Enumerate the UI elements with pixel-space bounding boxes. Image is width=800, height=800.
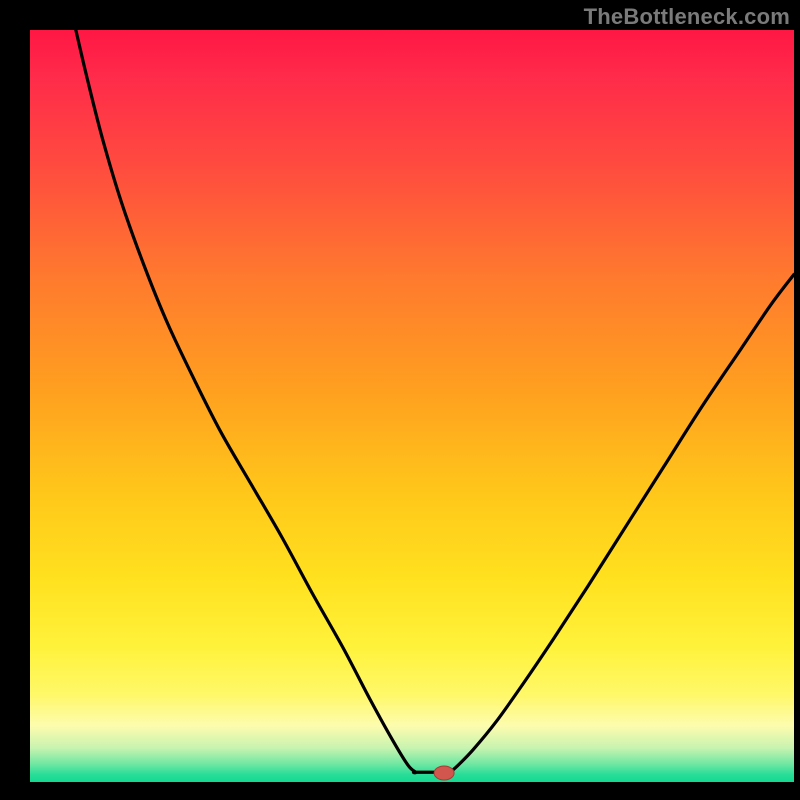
sweet-spot-marker — [434, 766, 454, 780]
gradient-background — [30, 30, 794, 782]
watermark-label: TheBottleneck.com — [584, 4, 790, 30]
plot-area — [30, 30, 794, 782]
chart-stage: TheBottleneck.com — [0, 0, 800, 800]
bottleneck-chart — [0, 0, 800, 800]
